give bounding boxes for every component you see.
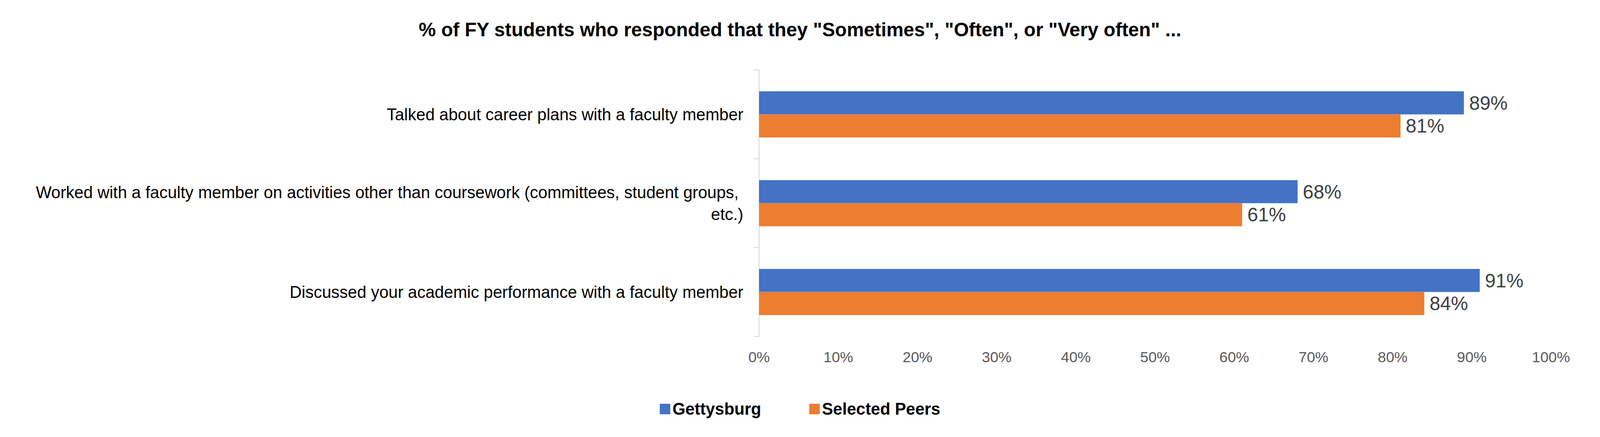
- svg-text:20%: 20%: [902, 348, 933, 366]
- svg-text:% of FY students who responded: % of FY students who responded that they…: [418, 18, 1182, 41]
- svg-text:50%: 50%: [1140, 348, 1170, 366]
- svg-text:Talked about career plans with: Talked about career plans with a faculty…: [386, 105, 744, 124]
- svg-text:84%: 84%: [1429, 292, 1468, 315]
- svg-text:70%: 70%: [1298, 348, 1329, 366]
- svg-text:60%: 60%: [1219, 348, 1250, 366]
- svg-text:10%: 10%: [823, 348, 854, 366]
- svg-text:0%: 0%: [748, 348, 770, 366]
- svg-text:91%: 91%: [1484, 269, 1524, 292]
- svg-text:Selected Peers: Selected Peers: [822, 399, 941, 419]
- svg-text:Worked with a faculty member o: Worked with a faculty member on activiti…: [35, 183, 744, 202]
- svg-text:Gettysburg: Gettysburg: [672, 399, 762, 419]
- svg-text:Discussed your academic perfor: Discussed your academic performance with…: [289, 283, 744, 302]
- svg-text:etc.): etc.): [710, 205, 744, 224]
- svg-text:100%: 100%: [1532, 348, 1571, 366]
- svg-text:68%: 68%: [1302, 181, 1342, 203]
- svg-text:81%: 81%: [1405, 115, 1445, 137]
- svg-text:30%: 30%: [981, 348, 1012, 366]
- svg-text:61%: 61%: [1247, 203, 1286, 226]
- svg-text:40%: 40%: [1060, 348, 1091, 366]
- svg-text:80%: 80%: [1377, 348, 1408, 366]
- svg-text:89%: 89%: [1469, 92, 1508, 114]
- svg-text:90%: 90%: [1456, 348, 1487, 366]
